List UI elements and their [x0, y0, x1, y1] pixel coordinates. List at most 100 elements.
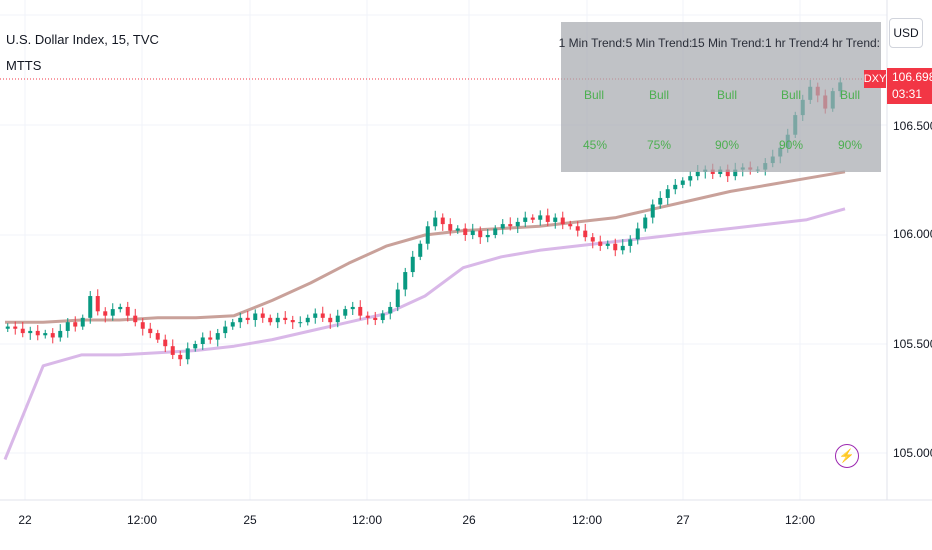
x-tick-1200-d: 12:00 [784, 513, 816, 527]
candle-body [185, 348, 190, 360]
trend-direction-1m: Bull [583, 88, 605, 102]
candle-body [73, 322, 78, 327]
candle-body [590, 237, 595, 242]
candle-body [200, 337, 205, 344]
candle-body [403, 272, 408, 290]
candle-body [320, 313, 325, 318]
candle-body [245, 317, 250, 321]
candle-body [665, 189, 670, 198]
candle-body [448, 224, 453, 231]
candle-body [268, 317, 273, 323]
trend-header-5m: 5 Min Trend: [625, 36, 693, 50]
trend-percent-1h: 90% [778, 138, 804, 152]
candle-body [568, 224, 573, 227]
candle-body [530, 217, 535, 220]
candle-body [410, 256, 415, 273]
candle-body [13, 326, 18, 329]
ma-line-1 [3, 207, 846, 461]
candle-body [133, 315, 138, 323]
candle-body [523, 217, 528, 222]
candle-body [163, 339, 168, 347]
candle-body [110, 309, 115, 316]
candle-body [328, 317, 333, 323]
x-tick-1200-b: 12:00 [351, 513, 383, 527]
candle-body [65, 322, 70, 331]
moving-averages [3, 170, 846, 461]
candle-body [350, 306, 355, 310]
candle-body [388, 306, 393, 314]
candle-body [260, 313, 265, 318]
trend-direction-4h: Bull [839, 88, 861, 102]
candle-body [515, 221, 520, 227]
candle-body [373, 317, 378, 321]
candle-body [733, 169, 738, 177]
candle-body [125, 306, 130, 316]
candle-body [613, 243, 618, 251]
x-tick-25: 25 [243, 513, 257, 527]
candle-body [298, 322, 303, 324]
candle-body [95, 296, 100, 312]
candle-body [628, 239, 633, 246]
candle-body [395, 289, 400, 307]
candle-body [538, 215, 543, 220]
candle-body [35, 330, 40, 336]
candle-body [223, 326, 228, 334]
trend-direction-5m: Bull [648, 88, 670, 102]
currency-button[interactable]: USD [889, 18, 923, 48]
candle-body [598, 241, 603, 246]
candle-body [313, 313, 318, 318]
x-tick-26: 26 [462, 513, 476, 527]
candle-body [215, 333, 220, 340]
candle-body [433, 217, 438, 227]
candle-body [290, 320, 295, 323]
indicator-label[interactable]: MTTS [6, 58, 42, 73]
candle-body [605, 243, 610, 246]
candle-body [28, 330, 33, 334]
candle-body [583, 230, 588, 238]
candle-body [493, 228, 498, 235]
candle-body [80, 317, 85, 327]
candle-body [500, 224, 505, 229]
x-tick-27: 27 [676, 513, 690, 527]
candle-body [455, 228, 460, 231]
candle-body [170, 346, 175, 355]
candle-body [238, 317, 243, 323]
candle-body [418, 243, 423, 257]
candle-body [635, 228, 640, 240]
candle-body [575, 226, 580, 231]
x-tick-1200-c: 12:00 [571, 513, 603, 527]
trend-header-15m: 15 Min Trend: [691, 36, 765, 50]
candle-body [20, 328, 25, 334]
candle-body [553, 217, 558, 222]
ma-line-0 [5, 170, 846, 324]
symbol-badge: DXY [864, 70, 886, 88]
candle-body [560, 217, 565, 225]
candle-body [485, 235, 490, 238]
candle-body [193, 344, 198, 349]
candle-body [643, 217, 648, 229]
candle-body [140, 322, 145, 329]
x-tick-22: 22 [18, 513, 32, 527]
candle-body [335, 315, 340, 323]
symbol-title[interactable]: U.S. Dollar Index, 15, TVC [6, 32, 159, 47]
lightning-bolt-icon[interactable]: ⚡ [835, 444, 859, 468]
candle-body [58, 330, 63, 338]
candle-body [508, 224, 513, 227]
candle-body [358, 306, 363, 316]
candle-body [365, 315, 370, 318]
y-tick-105000: 105.000 [893, 446, 932, 460]
candle-body [673, 184, 678, 190]
y-tick-106000: 106.000 [893, 227, 932, 241]
candle-body [208, 337, 213, 340]
candle-body [545, 215, 550, 222]
bar-countdown: 03:31 [892, 87, 923, 101]
candle-body [275, 317, 280, 323]
x-tick-1200-a: 12:00 [126, 513, 158, 527]
last-price-value: 106.698 [892, 70, 932, 84]
candle-body [5, 326, 10, 329]
trend-direction-15m: Bull [716, 88, 738, 102]
candle-body [658, 197, 663, 205]
candle-body [88, 296, 93, 318]
trend-percent-15m: 90% [714, 138, 740, 152]
trend-header-4h: 4 hr Trend: [821, 36, 881, 50]
